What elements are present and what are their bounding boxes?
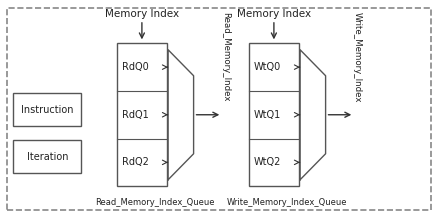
Text: Read_Memory_Index: Read_Memory_Index bbox=[221, 13, 230, 102]
Text: RdQ0: RdQ0 bbox=[122, 62, 149, 72]
Text: Write_Memory_Index: Write_Memory_Index bbox=[353, 12, 362, 102]
Text: WtQ2: WtQ2 bbox=[254, 157, 281, 167]
Bar bbox=[249, 43, 299, 186]
Bar bbox=[13, 94, 81, 127]
Text: Instruction: Instruction bbox=[21, 105, 73, 115]
Text: Iteration: Iteration bbox=[26, 152, 68, 162]
Text: Read_Memory_Index_Queue: Read_Memory_Index_Queue bbox=[95, 198, 214, 207]
Bar bbox=[13, 140, 81, 173]
Text: Memory Index: Memory Index bbox=[105, 9, 179, 19]
Text: RdQ2: RdQ2 bbox=[122, 157, 149, 167]
Text: Write_Memory_Index_Queue: Write_Memory_Index_Queue bbox=[227, 198, 347, 207]
Bar bbox=[117, 43, 167, 186]
Text: WtQ0: WtQ0 bbox=[254, 62, 281, 72]
Text: Memory Index: Memory Index bbox=[237, 9, 311, 19]
Text: WtQ1: WtQ1 bbox=[254, 110, 281, 120]
Text: RdQ1: RdQ1 bbox=[122, 110, 149, 120]
